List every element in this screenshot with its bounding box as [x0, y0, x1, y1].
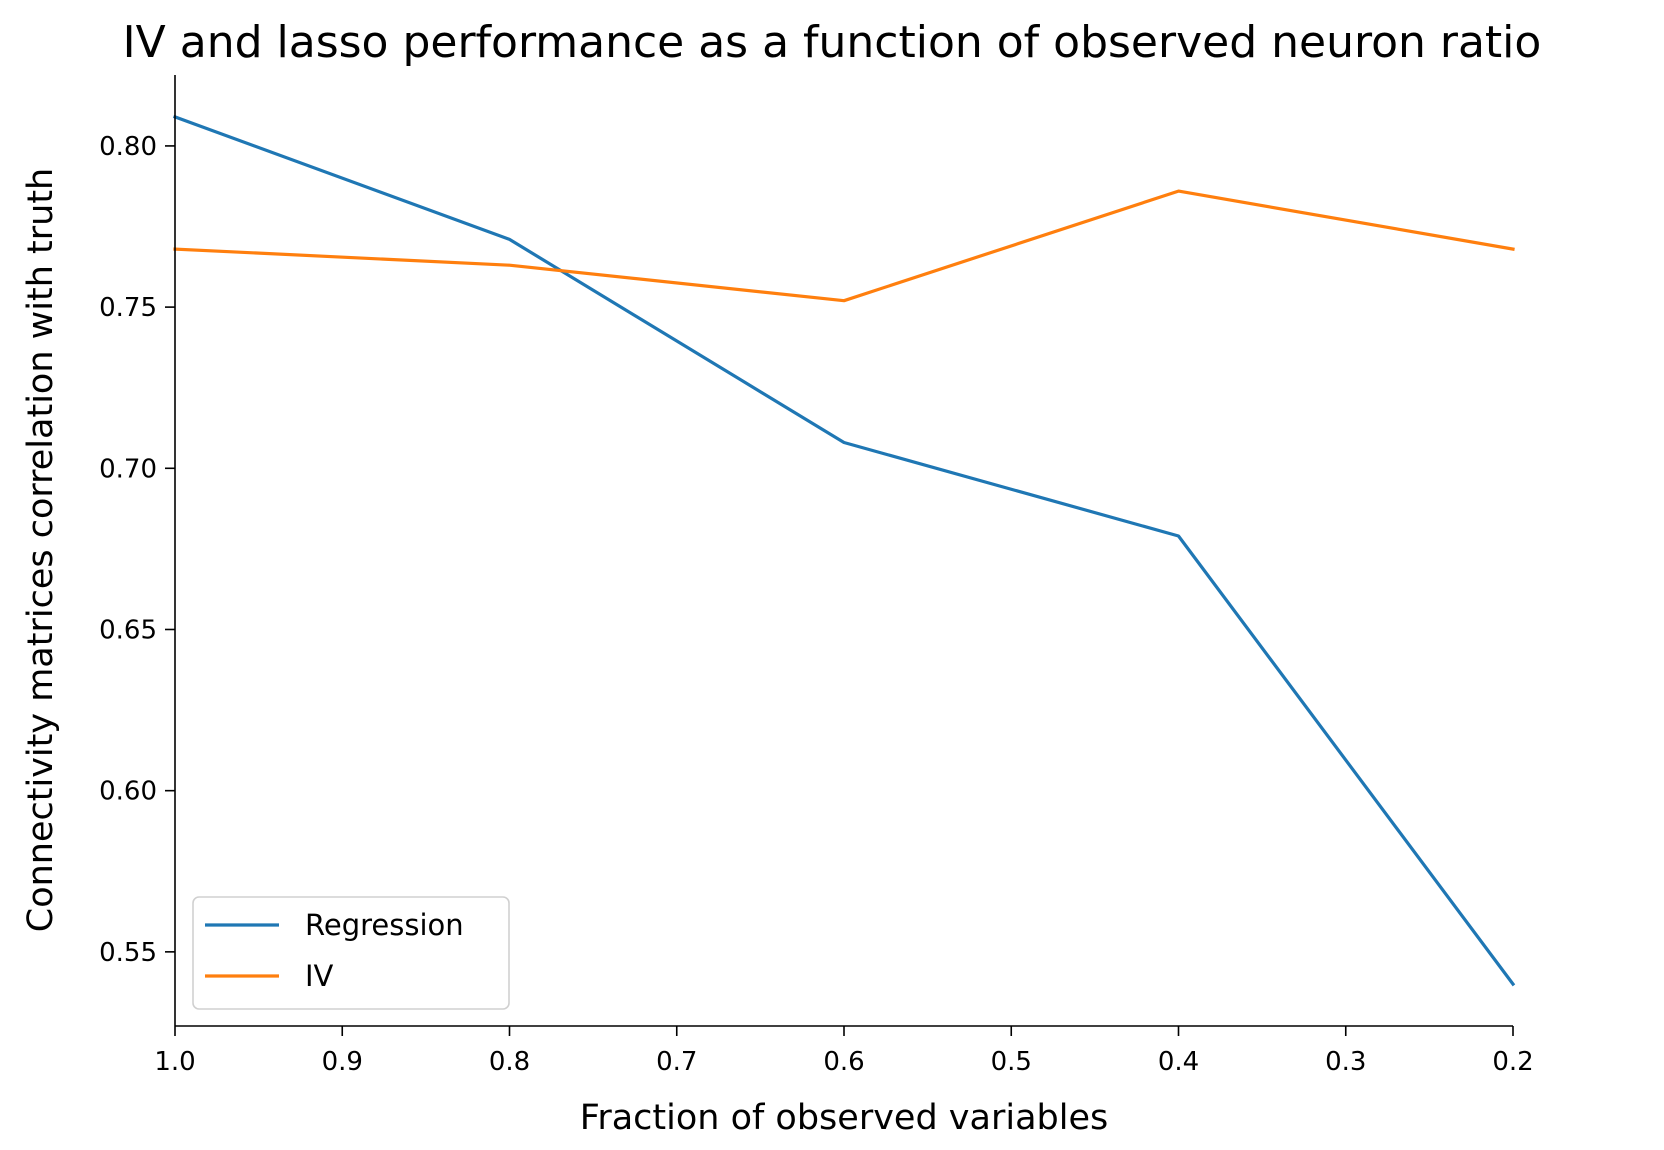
y-tick-label: 0.80	[99, 132, 157, 162]
y-tick-label: 0.75	[99, 293, 157, 323]
x-tick-label: 0.6	[823, 1047, 864, 1077]
y-tick-label: 0.65	[99, 615, 157, 645]
y-tick-label: 0.60	[99, 777, 157, 807]
x-tick-label: 0.3	[1325, 1047, 1366, 1077]
y-tick-label: 0.55	[99, 938, 157, 968]
x-tick-label: 0.2	[1492, 1047, 1533, 1077]
series-layer	[172, 114, 1516, 987]
x-tick-label: 0.9	[322, 1047, 363, 1077]
y-tick-label: 0.70	[99, 454, 157, 484]
x-ticks: 1.0 0.9 0.8 0.7 0.6 0.5 0.4 0.3 0.2	[154, 1026, 1534, 1077]
legend-label-iv: IV	[305, 959, 334, 993]
y-axis-label: Connectivity matrices correlation with t…	[21, 168, 61, 932]
legend: Regression IV	[192, 896, 510, 1010]
x-tick-label: 0.5	[991, 1047, 1032, 1077]
x-tick-label: 0.8	[489, 1047, 530, 1077]
series-line-iv	[173, 189, 1515, 303]
series-line-regression	[172, 114, 1516, 987]
x-tick-label: 0.4	[1158, 1047, 1199, 1077]
legend-label-regression: Regression	[305, 908, 464, 942]
chart-title: IV and lasso performance as a function o…	[123, 17, 1542, 68]
x-tick-label: 0.7	[656, 1047, 697, 1077]
x-tick-label: 1.0	[154, 1047, 195, 1077]
x-axis-label: Fraction of observed variables	[580, 1098, 1109, 1138]
y-ticks: 0.55 0.60 0.65 0.70 0.75 0.80	[99, 132, 175, 968]
